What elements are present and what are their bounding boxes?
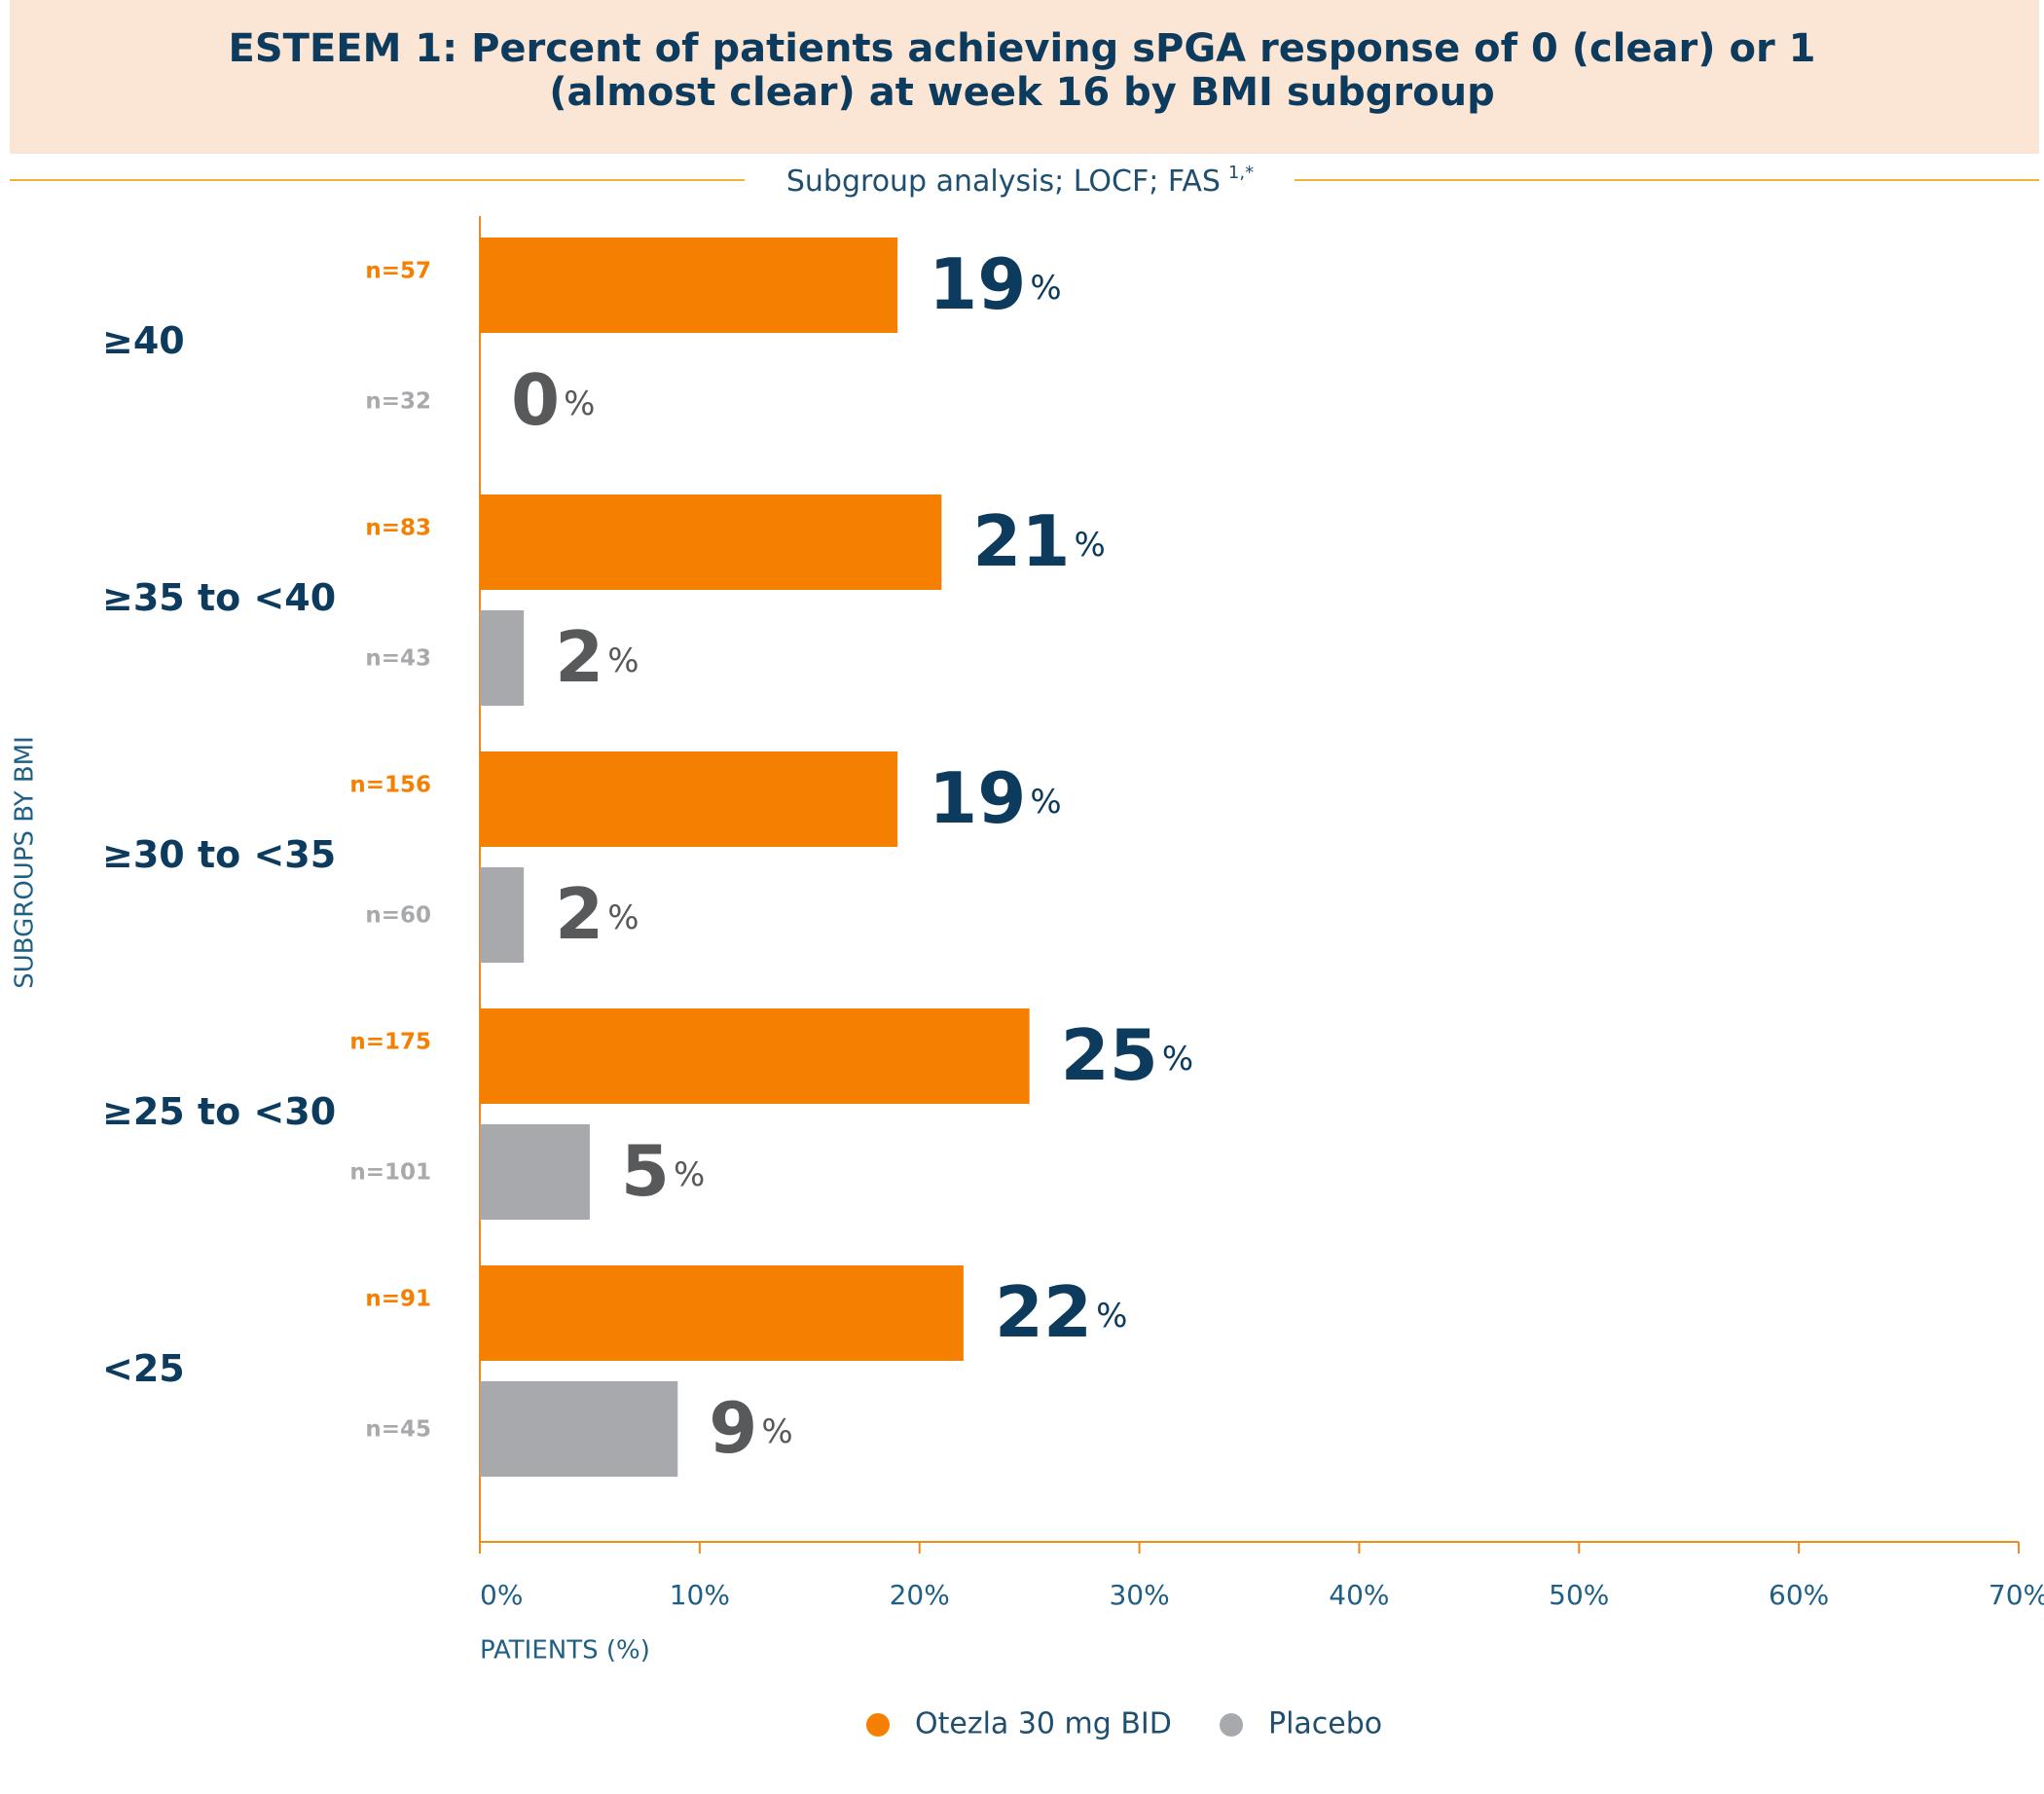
value-label: 22%: [995, 1271, 1128, 1353]
value-label: 0%: [511, 359, 595, 441]
value-label: 25%: [1061, 1014, 1194, 1096]
x-tick-label: 50%: [1549, 1579, 1609, 1611]
bar: [480, 1124, 590, 1220]
legend-label: Otezla 30 mg BID: [915, 1707, 1172, 1741]
bar: [480, 1008, 1030, 1104]
n-label: n=156: [349, 773, 431, 798]
value-label: 9%: [709, 1387, 792, 1469]
subtitle-note: 1,*: [1228, 163, 1254, 183]
value-label: 2%: [555, 873, 639, 955]
title-box: ESTEEM 1: Percent of patients achieving …: [228, 27, 1816, 115]
n-label: n=57: [365, 259, 431, 284]
chart-title: ESTEEM 1: Percent of patients achieving …: [228, 27, 1816, 115]
n-label: n=60: [365, 903, 431, 929]
n-label: n=32: [365, 389, 431, 415]
n-label: n=83: [365, 516, 431, 541]
n-label: n=91: [365, 1287, 431, 1312]
n-label: n=45: [365, 1417, 431, 1443]
x-tick-label: 70%: [1989, 1579, 2044, 1611]
value-label: 2%: [555, 616, 639, 698]
bar: [480, 751, 898, 847]
x-tick-label: 10%: [670, 1579, 730, 1611]
category-label: ≥40: [102, 319, 185, 362]
x-tick-label: 20%: [890, 1579, 950, 1611]
x-tick-label: 60%: [1769, 1579, 1829, 1611]
category-label: ≥25 to <30: [102, 1090, 336, 1133]
bar: [480, 610, 525, 706]
y-axis-label: SUBGROUPS BY BMI: [11, 736, 40, 989]
n-label: n=175: [349, 1030, 431, 1055]
value-label: 19%: [929, 757, 1062, 839]
bar: [480, 494, 942, 590]
subtitle-text: Subgroup analysis; LOCF; FAS: [786, 165, 1221, 199]
n-label: n=101: [349, 1160, 431, 1186]
x-tick-label: 30%: [1109, 1579, 1169, 1611]
n-label: n=43: [365, 646, 431, 672]
title-band: [10, 0, 2039, 154]
category-label: ≥30 to <35: [102, 833, 336, 876]
value-label: 21%: [972, 500, 1106, 582]
legend-swatch: [1220, 1713, 1243, 1737]
bar: [480, 238, 898, 333]
category-label: ≥35 to <40: [102, 576, 336, 619]
value-label: 19%: [929, 243, 1062, 325]
x-tick-label: 0%: [480, 1579, 523, 1611]
bar: [480, 867, 525, 963]
legend-label: Placebo: [1268, 1707, 1382, 1741]
bar: [480, 1381, 678, 1477]
legend-swatch: [866, 1713, 890, 1737]
x-tick-label: 40%: [1329, 1579, 1389, 1611]
category-label: <25: [102, 1347, 185, 1390]
bar: [480, 1265, 964, 1361]
x-axis-label: PATIENTS (%): [480, 1636, 650, 1666]
subtitle: Subgroup analysis; LOCF; FAS 1,*: [786, 163, 1254, 199]
value-label: 5%: [621, 1130, 705, 1212]
